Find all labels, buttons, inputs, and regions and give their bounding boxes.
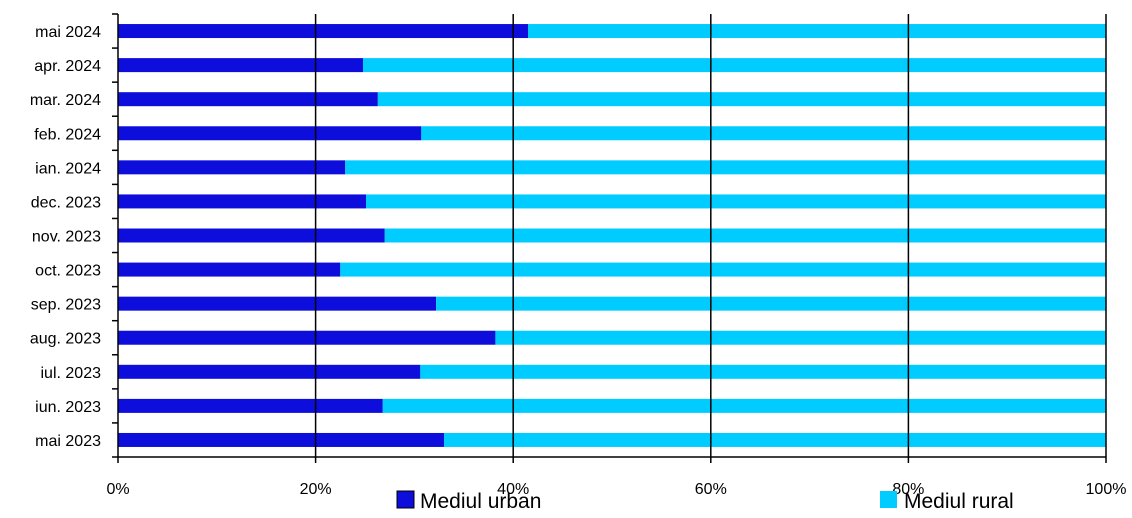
- category-label: mai 2024: [35, 24, 101, 41]
- category-label: aug. 2023: [30, 331, 101, 348]
- x-tick-label: 20%: [300, 481, 332, 498]
- category-label: oct. 2023: [35, 263, 101, 280]
- bar-segment-urban: [118, 194, 366, 209]
- category-label: mai 2023: [35, 433, 101, 450]
- bar-segment-rural: [495, 330, 1106, 345]
- category-label: feb. 2024: [34, 126, 101, 143]
- bar-segment-rural: [420, 364, 1106, 379]
- bar-segment-urban: [118, 432, 445, 447]
- bar-segment-urban: [118, 398, 383, 413]
- bar-segment-urban: [118, 296, 437, 311]
- x-tick-label: 40%: [497, 481, 529, 498]
- category-label: apr. 2024: [34, 58, 101, 75]
- category-label: iul. 2023: [41, 365, 102, 382]
- bar-segment-rural: [340, 262, 1106, 277]
- category-label: dec. 2023: [31, 194, 101, 211]
- legend-swatch: [880, 491, 897, 508]
- bar-segment-urban: [118, 330, 496, 345]
- category-label: sep. 2023: [31, 297, 101, 314]
- bar-segment-urban: [118, 58, 364, 73]
- bar-segment-rural: [365, 194, 1106, 209]
- x-tick-label: 80%: [892, 481, 924, 498]
- bar-segment-rural: [444, 432, 1106, 447]
- x-tick-label: 60%: [695, 481, 727, 498]
- category-label: mar. 2024: [30, 92, 101, 109]
- category-label: iun. 2023: [35, 399, 101, 416]
- bar-segment-rural: [382, 398, 1106, 413]
- bar-segment-urban: [118, 364, 421, 379]
- bar-segment-urban: [118, 160, 346, 175]
- bar-segment-rural: [363, 58, 1106, 73]
- bar-segment-rural: [436, 296, 1106, 311]
- bar-segment-rural: [345, 160, 1106, 175]
- bar-segment-urban: [118, 24, 529, 39]
- category-label: nov. 2023: [32, 229, 101, 246]
- bar-segment-urban: [118, 126, 422, 141]
- category-label: ian. 2024: [35, 160, 101, 177]
- bar-segment-rural: [421, 126, 1106, 141]
- legend-label: Mediul rural: [904, 490, 1014, 513]
- bar-segment-urban: [118, 92, 378, 107]
- bar-segment-rural: [377, 92, 1106, 107]
- bar-segment-rural: [384, 228, 1106, 243]
- x-tick-label: 0%: [106, 481, 129, 498]
- bar-segment-urban: [118, 262, 341, 277]
- legend-swatch: [396, 490, 415, 509]
- legend-label: Mediul urban: [420, 490, 541, 513]
- x-tick-label: 100%: [1086, 481, 1127, 498]
- bar-segment-urban: [118, 228, 385, 243]
- bar-segment-rural: [528, 24, 1106, 39]
